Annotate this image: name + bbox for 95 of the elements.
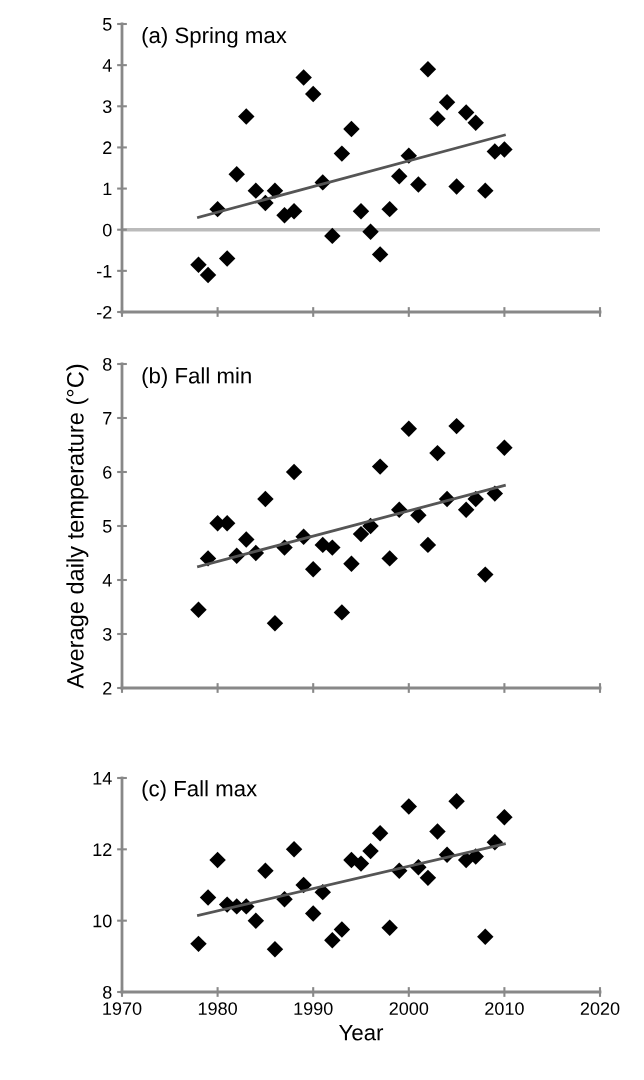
- point: [238, 108, 255, 125]
- y-tick-label: 5: [102, 520, 112, 533]
- point: [333, 145, 351, 162]
- point: [448, 792, 465, 810]
- point: [496, 809, 513, 826]
- y-tick-label: 14: [93, 772, 112, 785]
- y-tick-label: 8: [103, 357, 112, 371]
- point: [371, 246, 389, 263]
- chart-title: (c) Fall max: [142, 780, 257, 801]
- point: [419, 536, 437, 554]
- point: [285, 841, 303, 858]
- point: [371, 825, 389, 842]
- point: [190, 935, 207, 953]
- point: [457, 501, 475, 519]
- y-tick-label: -1: [97, 264, 112, 278]
- x-tick-label: 1990: [294, 1002, 333, 1015]
- point: [266, 614, 284, 632]
- y-tick-label: 7: [103, 412, 112, 425]
- point: [448, 178, 465, 195]
- y-tick-label: 3: [102, 627, 112, 641]
- point: [496, 439, 513, 456]
- y-tick-label: -2: [97, 305, 112, 319]
- point: [304, 85, 322, 103]
- point: [381, 919, 398, 937]
- y-tick-label: 12: [93, 843, 112, 856]
- chart-title: (a) Spring max: [142, 26, 287, 48]
- point: [467, 114, 484, 131]
- x-tick-label: 2010: [485, 1002, 524, 1015]
- point: [352, 855, 370, 872]
- y-tick-label: 6: [103, 465, 112, 479]
- point: [266, 940, 284, 958]
- y-tick-label: 10: [93, 914, 112, 928]
- point: [400, 420, 418, 438]
- point: [410, 176, 427, 193]
- point: [343, 555, 360, 573]
- y-tick-label: 8: [103, 985, 112, 999]
- y-tick-label: 4: [102, 574, 112, 587]
- point: [419, 61, 437, 78]
- y-tick-label: 4: [102, 59, 112, 72]
- point: [257, 490, 274, 508]
- y-tick-label: 3: [102, 100, 112, 114]
- y-tick-label: 2: [103, 681, 112, 695]
- point: [343, 120, 360, 138]
- point: [304, 905, 322, 922]
- point: [352, 525, 370, 543]
- y-tick-label: 0: [102, 223, 112, 237]
- point: [218, 250, 236, 267]
- point: [304, 560, 322, 578]
- point: [247, 912, 265, 929]
- point: [333, 921, 351, 938]
- point: [381, 200, 398, 218]
- point: [324, 539, 341, 556]
- y-tick-label: 2: [103, 141, 112, 154]
- point: [228, 165, 245, 183]
- point: [477, 928, 494, 945]
- x-tick-label: 1970: [103, 1002, 142, 1015]
- y-tick-label: 5: [102, 18, 112, 31]
- point: [457, 104, 475, 121]
- point: [285, 202, 303, 220]
- y-axis-title: Average daily temperature (°C): [66, 364, 89, 689]
- point: [391, 168, 408, 185]
- point: [285, 463, 303, 481]
- point: [400, 798, 418, 815]
- x-tick-label: 1980: [198, 1002, 237, 1015]
- point: [448, 417, 465, 435]
- x-tick-label: 2000: [389, 1002, 429, 1015]
- point: [362, 223, 379, 240]
- point: [190, 256, 207, 273]
- point: [429, 823, 446, 840]
- point: [190, 601, 207, 618]
- point: [247, 182, 265, 199]
- point: [199, 889, 217, 906]
- chart-title: (b) Fall min: [142, 367, 251, 388]
- point: [429, 110, 446, 127]
- point: [429, 444, 446, 462]
- point: [371, 458, 389, 475]
- y-tick-label: 1: [103, 182, 112, 196]
- point: [419, 869, 437, 887]
- x-tick-label: 2020: [580, 1002, 620, 1015]
- point: [324, 227, 341, 245]
- point: [238, 531, 255, 548]
- point: [362, 842, 379, 860]
- point: [257, 862, 274, 879]
- point: [209, 851, 226, 869]
- point: [477, 182, 494, 199]
- point: [352, 202, 370, 220]
- point: [381, 550, 398, 567]
- point: [295, 69, 312, 86]
- point: [438, 93, 456, 111]
- point: [333, 604, 351, 621]
- point: [324, 932, 341, 949]
- point: [496, 141, 513, 158]
- point: [199, 266, 217, 284]
- x-axis-title: Year: [339, 1024, 384, 1041]
- point: [477, 566, 494, 583]
